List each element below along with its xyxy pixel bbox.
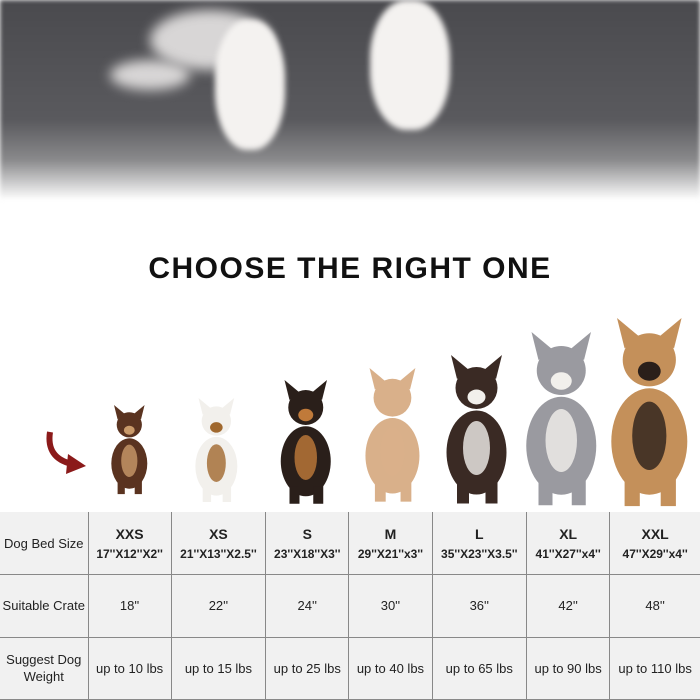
dog-photo	[105, 405, 155, 495]
row-header: Dog Bed Size	[0, 512, 89, 575]
dog-photo	[598, 318, 700, 508]
crate-cell: 18''	[87, 574, 172, 638]
size-cell: L 35''X23''X3.5''	[431, 512, 528, 575]
crate-cell: 22''	[170, 574, 267, 638]
crate-cell: 42''	[526, 574, 611, 638]
size-label: XXS	[115, 525, 144, 542]
crate-cell: 36''	[431, 574, 528, 638]
dog-photo	[356, 368, 430, 503]
weight-cell: up to 110 lbs	[609, 636, 700, 700]
bed-dimensions: 35''X23''X3.5''	[441, 546, 518, 561]
size-cell: XS 21''X13''X2.5''	[170, 512, 267, 575]
weight-cell: up to 65 lbs	[431, 636, 528, 700]
page-title: CHOOSE THE RIGHT ONE	[148, 252, 552, 285]
dog-bed-fur-photo	[0, 0, 700, 200]
dog-paw-image	[215, 20, 285, 150]
row-header: Suggest Dog Weight	[0, 636, 89, 700]
size-cell: XXL 47''X29''x4''	[609, 512, 700, 575]
bed-dimensions: 41''X27''x4''	[535, 546, 601, 561]
size-cell: S 23''X18''X3''	[265, 512, 350, 575]
size-cell: XXS 17''X12''X2''	[87, 512, 172, 575]
table-row-weight: Suggest Dog Weight up to 10 lbs up to 15 l…	[0, 636, 700, 700]
weight-cell: up to 15 lbs	[170, 636, 267, 700]
size-label: L	[475, 525, 484, 542]
size-chart-table: Dog Bed Size XXS 17''X12''X2'' XS 21''X13''X…	[0, 512, 700, 700]
dog-paw-image	[370, 0, 450, 130]
weight-cell: up to 90 lbs	[526, 636, 611, 700]
bed-dimensions: 17''X12''X2''	[96, 546, 163, 561]
bed-dimensions: 21''X13''X2.5''	[180, 546, 257, 561]
size-cell: M 29''X21''x3''	[348, 512, 433, 575]
crate-cell: 48''	[609, 574, 700, 638]
row-header: Suitable Crate	[0, 574, 89, 638]
size-label: M	[384, 525, 397, 542]
curved-arrow-icon	[42, 430, 88, 480]
size-label: XL	[559, 525, 578, 542]
bed-dimensions: 29''X21''x3''	[357, 546, 424, 561]
size-label: S	[302, 525, 312, 542]
weight-cell: up to 40 lbs	[348, 636, 433, 700]
table-row-crate: Suitable Crate 18'' 22'' 24'' 30'' 36'' 42'' 48…	[0, 574, 700, 638]
crate-cell: 24''	[265, 574, 350, 638]
dog-photo	[514, 332, 610, 507]
weight-cell: up to 25 lbs	[265, 636, 350, 700]
dog-photo	[188, 398, 246, 503]
dog-photo	[436, 355, 519, 505]
weight-cell: up to 10 lbs	[87, 636, 172, 700]
fur-highlight	[110, 60, 190, 90]
size-cell: XL 41''X27''x4''	[526, 512, 611, 575]
bed-dimensions: 23''X18''X3''	[274, 546, 341, 561]
dog-photo	[272, 380, 341, 505]
size-label: XXL	[641, 525, 669, 542]
size-label: XS	[209, 525, 228, 542]
table-row-bed-size: Dog Bed Size XXS 17''X12''X2'' XS 21''X13''X…	[0, 512, 700, 575]
crate-cell: 30''	[348, 574, 433, 638]
bed-dimensions: 47''X29''x4''	[622, 546, 688, 561]
